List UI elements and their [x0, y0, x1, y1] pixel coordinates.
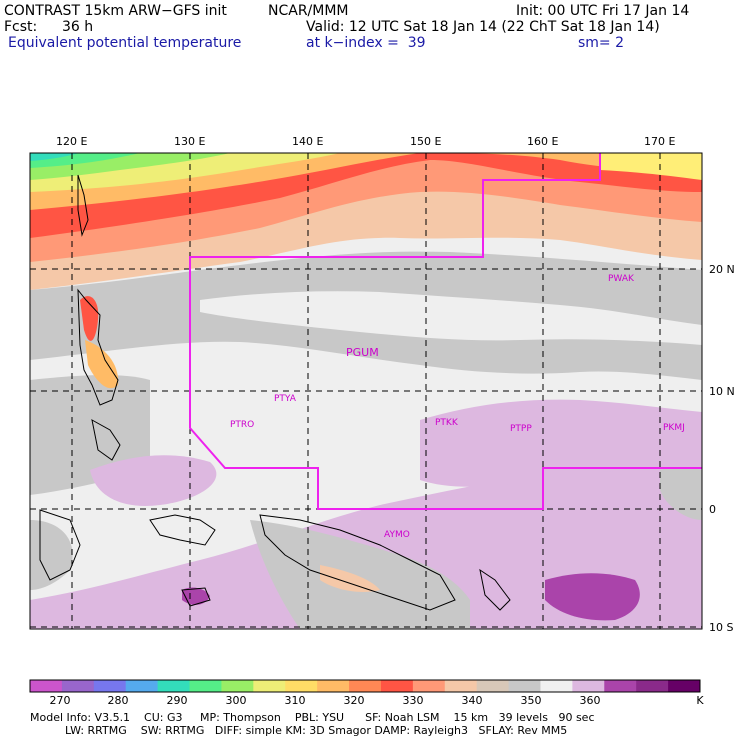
colorbar-label: K — [696, 694, 704, 707]
colorbar-label: 350 — [520, 694, 542, 707]
colorbar-swatch — [444, 680, 478, 692]
colorbar-swatch — [668, 680, 701, 692]
station-ptpp: PTPP — [510, 424, 532, 434]
lat-tick-20n: 20 N — [709, 263, 735, 276]
colorbar-swatch — [412, 680, 446, 692]
colorbar-swatch — [253, 680, 286, 692]
colorbar-swatch — [125, 680, 159, 692]
colorbar-label: 330 — [402, 694, 424, 707]
field-name: Equivalent potential temperature — [8, 35, 242, 51]
colorbar-swatch — [30, 680, 63, 692]
station-aymo: AYMO — [384, 530, 410, 540]
map-frame — [29, 152, 703, 630]
forecast-hours: 36 h — [62, 19, 94, 35]
colorbar — [29, 679, 701, 693]
lon-tick-170e: 170 E — [644, 135, 676, 148]
lon-tick-120e: 120 E — [56, 135, 88, 148]
level-label: at k−index = 39 — [306, 35, 426, 51]
colorbar-swatch — [604, 680, 637, 692]
station-ptkk: PTKK — [435, 418, 459, 428]
colorbar-label: 340 — [461, 694, 483, 707]
colorbar-swatch — [349, 680, 382, 692]
colorbar-frame — [29, 679, 701, 693]
station-pkmj: PKMJ — [663, 423, 685, 433]
region-boundary — [189, 153, 702, 510]
colorbar-swatch — [157, 680, 191, 692]
colorbar-label: 300 — [225, 694, 247, 707]
colorbar-swatch — [93, 680, 127, 692]
colorbar-swatch — [380, 680, 414, 692]
colorbar-label: 280 — [107, 694, 129, 707]
forecast-label: Fcst: — [4, 19, 38, 35]
lat-lon-grid — [30, 153, 702, 629]
colorbar-label: 290 — [166, 694, 188, 707]
colorbar-swatch — [636, 680, 669, 692]
model-title: CONTRAST 15km ARW−GFS init — [4, 3, 227, 19]
lon-tick-150e: 150 E — [410, 135, 442, 148]
colorbar-swatch — [189, 680, 222, 692]
colorbar-swatch — [285, 680, 318, 692]
colorbar-swatch — [317, 680, 350, 692]
smoothing-label: sm= 2 — [578, 35, 625, 51]
station-pwak: PWAK — [608, 274, 635, 284]
colorbar-swatch — [61, 680, 95, 692]
colorbar-swatch — [540, 680, 573, 692]
lat-tick-0: 0 — [709, 503, 716, 516]
station-pgum: PGUM — [346, 346, 379, 359]
lon-tick-130e: 130 E — [174, 135, 206, 148]
model-info-line2: LW: RRTMG SW: RRTMG DIFF: simple KM: 3D … — [30, 724, 568, 737]
colorbar-label: 270 — [49, 694, 71, 707]
station-ptya: PTYA — [274, 394, 297, 404]
colorbar-label: 320 — [343, 694, 365, 707]
coastlines — [39, 174, 511, 611]
colorbar-swatch — [572, 680, 605, 692]
lon-tick-140e: 140 E — [292, 135, 324, 148]
colorbar-swatch — [221, 680, 254, 692]
colorbar-swatch — [508, 680, 541, 692]
colorbar-label: 310 — [284, 694, 306, 707]
org-label: NCAR/MMM — [268, 3, 349, 19]
station-ptro: PTRO — [230, 420, 254, 430]
model-info-line1: Model Info: V3.5.1 CU: G3 MP: Thompson P… — [30, 711, 595, 724]
lon-tick-160e: 160 E — [527, 135, 559, 148]
valid-time: Valid: 12 UTC Sat 18 Jan 14 (22 ChT Sat … — [306, 19, 660, 35]
colorbar-swatch — [476, 680, 510, 692]
colorbar-label: 360 — [579, 694, 601, 707]
lat-tick-10s: 10 S — [709, 621, 734, 634]
lat-tick-10n: 10 N — [709, 385, 735, 398]
init-time: Init: 00 UTC Fri 17 Jan 14 — [516, 3, 690, 19]
